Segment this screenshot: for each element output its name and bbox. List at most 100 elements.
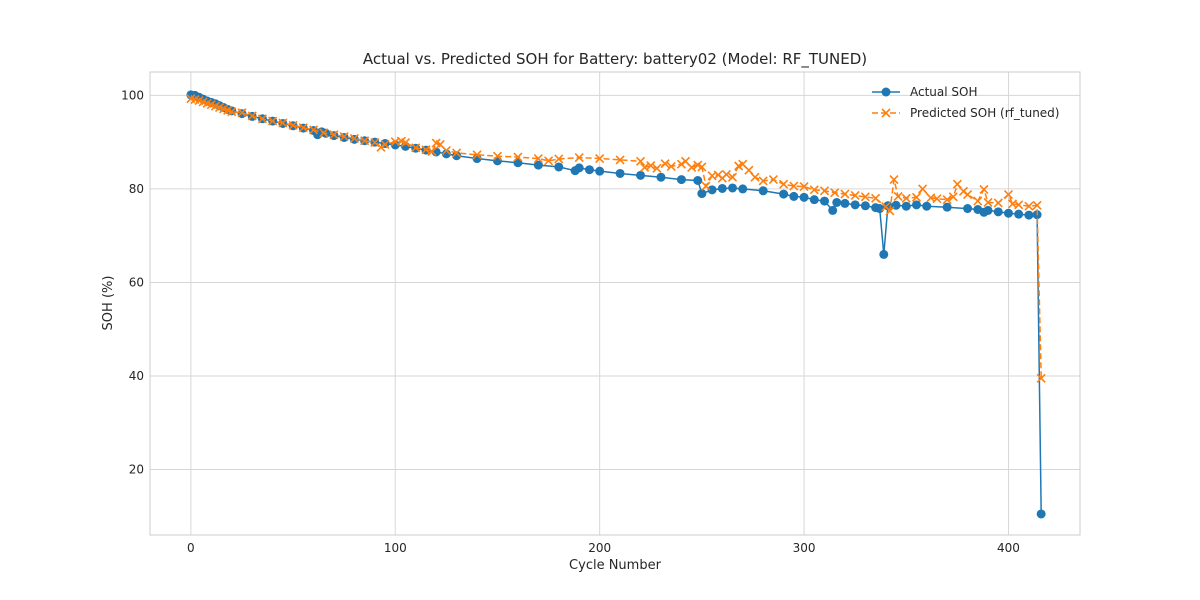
predicted-soh-point: [918, 184, 928, 194]
predicted-soh-point: [979, 184, 989, 194]
predicted-soh-point: [492, 151, 503, 161]
predicted-soh-point: [339, 131, 349, 142]
predicted-soh-point: [697, 162, 707, 172]
actual-soh-point: [595, 166, 605, 176]
actual-soh-point: [441, 149, 451, 159]
predicted-soh-point: [411, 143, 421, 153]
actual-soh-point: [656, 172, 666, 182]
predicted-soh-point: [676, 159, 686, 169]
predicted-soh-point: [544, 156, 554, 166]
predicted-soh-point: [400, 138, 411, 148]
actual-soh-point: [911, 200, 921, 210]
predicted-soh-point: [427, 146, 437, 157]
actual-soh-point: [879, 249, 889, 259]
x-tick-label: 300: [793, 541, 816, 555]
actual-soh-point: [554, 162, 564, 172]
y-tick-label: 80: [129, 182, 144, 196]
predicted-soh-point: [809, 185, 819, 195]
actual-soh-point: [942, 202, 952, 212]
legend: Actual SOH Predicted SOH (rf_tuned): [872, 85, 1059, 120]
predicted-soh-point: [850, 190, 860, 201]
predicted-soh-point: [554, 154, 564, 164]
predicted-soh-point: [911, 192, 922, 202]
predicted-soh-point: [1024, 201, 1034, 211]
predicted-soh-point: [635, 156, 646, 166]
predicted-soh-point: [666, 161, 676, 172]
actual-soh-point: [922, 201, 932, 211]
chart-title: Actual vs. Predicted SOH for Battery: ba…: [363, 50, 867, 69]
predicted-soh-point: [376, 142, 386, 152]
predicted-soh-point: [1032, 200, 1042, 210]
predicted-soh-point: [860, 192, 870, 202]
legend-entry-actual-soh: Actual SOH: [872, 85, 978, 99]
predicted-soh-point: [380, 139, 390, 150]
predicted-soh-point: [574, 153, 584, 163]
predicted-soh-point: [789, 181, 799, 191]
predicted-soh-point: [1036, 373, 1046, 383]
predicted-soh-point: [901, 193, 911, 203]
actual-soh-point: [1003, 208, 1013, 218]
predicted-soh-point: [319, 128, 329, 138]
x-tick-label: 400: [997, 541, 1020, 555]
actual-soh-point: [728, 183, 738, 193]
predicted-soh-point: [595, 153, 605, 164]
predicted-soh-point: [830, 188, 840, 198]
predicted-soh-point: [288, 120, 298, 130]
predicted-soh-point: [533, 153, 543, 164]
predicted-soh-point: [652, 163, 662, 173]
actual-soh-point: [789, 191, 799, 201]
predicted-soh-point: [615, 155, 625, 165]
actual-soh-point: [963, 204, 973, 214]
actual-soh-point: [693, 176, 703, 186]
predicted-soh-point: [646, 160, 656, 171]
legend-label: Predicted SOH (rf_tuned): [910, 106, 1059, 120]
actual-soh-point: [983, 205, 993, 215]
x-axis-label: Cycle Number: [569, 558, 662, 573]
legend-label: Actual SOH: [910, 85, 978, 99]
predicted-soh-point: [840, 189, 850, 199]
actual-soh-point: [584, 165, 594, 175]
predicted-soh-point: [768, 174, 778, 185]
x-tick-label: 200: [588, 541, 611, 555]
predicted-soh-point: [779, 179, 789, 189]
predicted-soh-point: [329, 130, 339, 140]
legend-marker: [881, 87, 891, 97]
actual-soh-point: [832, 197, 842, 207]
predicted-soh-point: [278, 118, 288, 128]
series-layer: [186, 90, 1046, 519]
predicted-soh-point: [1014, 200, 1024, 210]
actual-soh-point: [738, 184, 748, 194]
predicted-soh-point: [819, 186, 830, 196]
predicted-soh-point: [799, 182, 809, 192]
predicted-soh-point: [421, 145, 431, 155]
predicted-soh-point: [963, 189, 973, 200]
predicted-soh-point: [871, 193, 881, 203]
predicted-soh-point: [983, 197, 993, 208]
grid-lines: [150, 72, 1080, 535]
actual-soh-point: [850, 200, 860, 210]
legend-entry-predicted-soh: Predicted SOH (rf_tuned): [872, 106, 1059, 120]
actual-soh-point: [901, 201, 911, 211]
predicted-soh-point: [885, 206, 895, 216]
actual-soh-point: [820, 196, 830, 206]
predicted-soh-point: [727, 172, 738, 182]
predicted-soh-point: [360, 136, 370, 146]
predicted-soh-point: [973, 196, 983, 206]
predicted-soh-point: [441, 146, 451, 156]
predicted-soh-point: [942, 195, 952, 205]
predicted-soh-point: [948, 192, 958, 202]
actual-soh-point: [533, 160, 543, 170]
actual-soh-point: [717, 183, 727, 193]
x-tick-label: 0: [187, 541, 195, 555]
actual-soh-point: [492, 156, 502, 166]
predicted-soh-point: [247, 111, 257, 121]
tick-labels: 0 100 200 300 400 20 40 60 80 100: [121, 88, 1020, 555]
predicted-soh-point: [758, 176, 768, 186]
predicted-soh-point: [701, 181, 711, 191]
actual-soh-point: [993, 207, 1003, 217]
actual-soh-point: [799, 192, 809, 202]
actual-soh-point: [809, 195, 819, 205]
predicted-soh-point: [257, 114, 267, 124]
predicted-soh-point: [1003, 189, 1014, 200]
y-tick-label: 60: [129, 275, 144, 289]
